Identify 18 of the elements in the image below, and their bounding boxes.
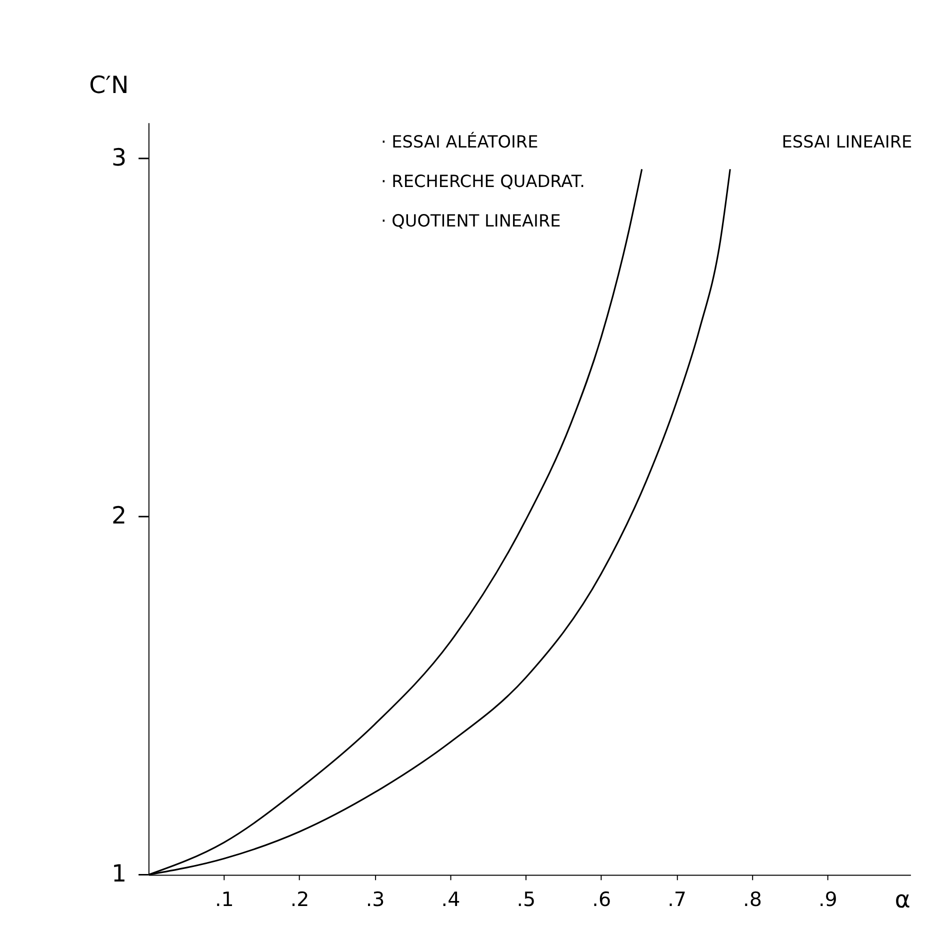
x-tick-label: .4 bbox=[441, 888, 460, 911]
x-tick-label: .6 bbox=[592, 888, 612, 911]
y-tick-label: 3 bbox=[112, 143, 127, 172]
annotation: · RECHERCHE QUADRAT. bbox=[381, 170, 585, 191]
x-tick-label: .5 bbox=[516, 888, 536, 911]
annotation: · ESSAI ALÉATOIRE bbox=[381, 131, 538, 152]
x-tick-label: .2 bbox=[290, 888, 310, 911]
x-tick-label: .8 bbox=[743, 888, 762, 911]
annotation: · QUOTIENT LINEAIRE bbox=[381, 210, 561, 231]
x-tick-label: .7 bbox=[668, 888, 686, 911]
x-axis-title: α bbox=[894, 885, 910, 914]
x-tick-label: .3 bbox=[366, 888, 385, 911]
y-tick-label: 1 bbox=[112, 860, 127, 888]
y-tick-label: 2 bbox=[112, 502, 127, 530]
x-tick-label: .1 bbox=[214, 888, 234, 911]
y-axis-title: C′N bbox=[89, 70, 129, 99]
x-tick-label: .9 bbox=[818, 888, 838, 911]
annotation: ESSAI LINEAIRE bbox=[782, 131, 912, 152]
